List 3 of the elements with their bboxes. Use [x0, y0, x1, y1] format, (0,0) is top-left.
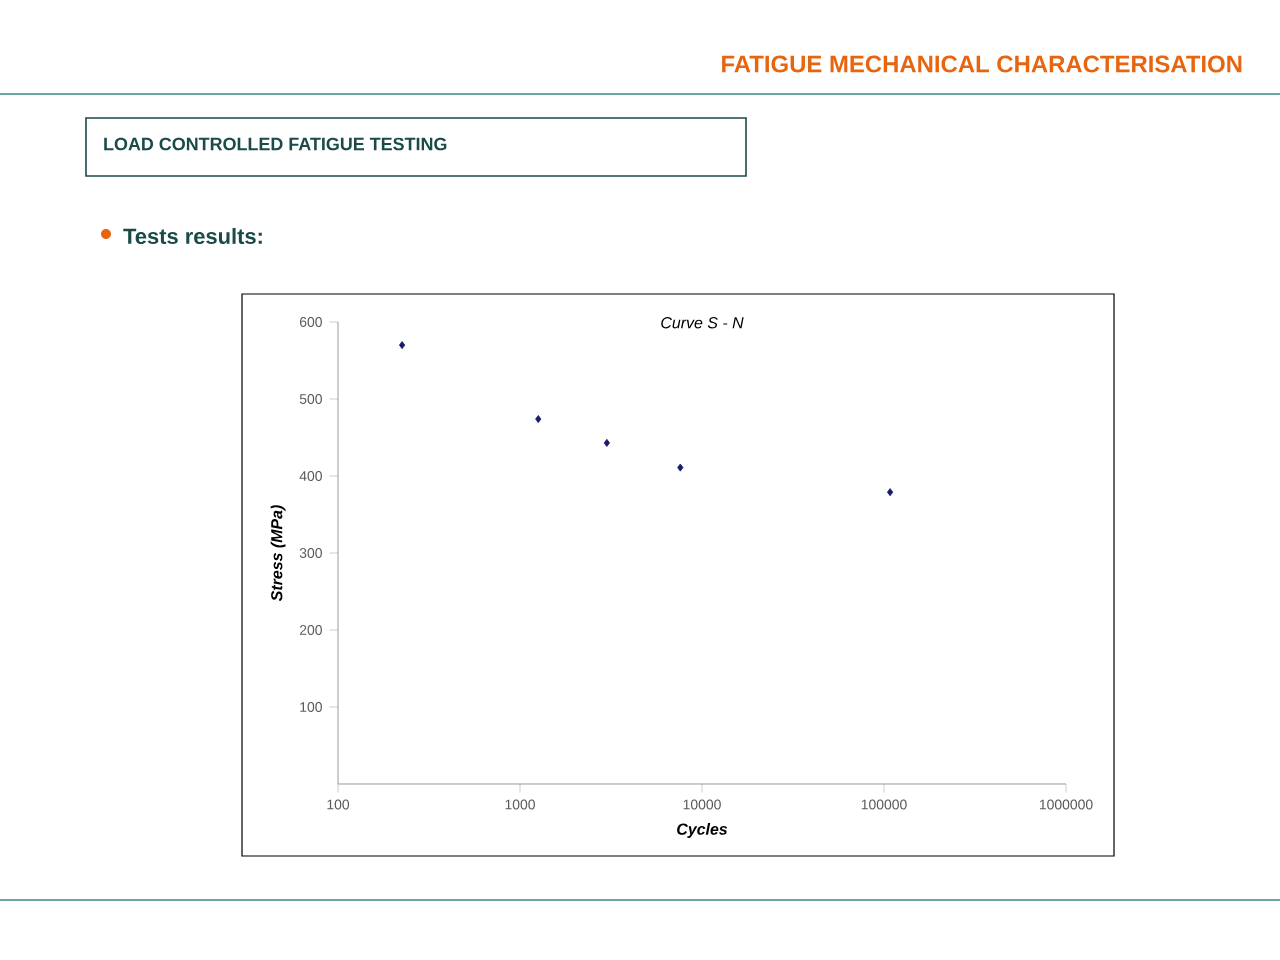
text: Tests results: — [123, 227, 262, 245]
chart-subtitle: LOAD CONTROLLED FATIGUE TESTING — [104, 137, 447, 151]
chart-title: FATIGUE MECHANICAL CHARACTERISATION — [722, 55, 1242, 73]
